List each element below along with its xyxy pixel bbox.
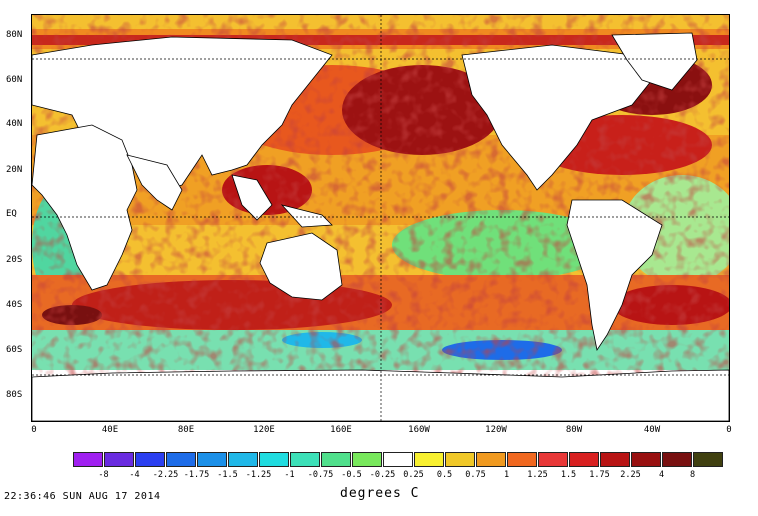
- colorbar-tick-label: -1.75: [183, 470, 210, 480]
- lat-label-80n: 80N: [6, 30, 23, 40]
- colorbar-swatch: [228, 452, 258, 467]
- lon-label-6: 120W: [485, 425, 507, 435]
- colorbar-swatch: [104, 452, 134, 467]
- sst-anomaly-map: [31, 14, 730, 422]
- colorbar-tick-label: 1: [503, 470, 510, 480]
- colorbar-swatch: [693, 452, 723, 467]
- colorbar-swatch: [259, 452, 289, 467]
- colorbar-tick-label: -0.25: [369, 470, 396, 480]
- lon-label-9: 0: [726, 425, 732, 435]
- colorbar-swatch: [352, 452, 382, 467]
- colorbar-swatch: [73, 452, 103, 467]
- lat-label-eq: EQ: [6, 209, 17, 219]
- colorbar-tick-label: 2.25: [620, 470, 641, 480]
- colorbar-swatch: [538, 452, 568, 467]
- lon-label-2: 80E: [177, 425, 195, 435]
- lon-label-3: 120E: [253, 425, 275, 435]
- lon-label-7: 80W: [565, 425, 583, 435]
- colorbar-swatch: [290, 452, 320, 467]
- colorbar-swatch: [445, 452, 475, 467]
- colorbar-swatch: [166, 452, 196, 467]
- colorbar-swatch: [197, 452, 227, 467]
- colorbar-swatch: [383, 452, 413, 467]
- colorbar-swatch: [321, 452, 351, 467]
- colorbar-swatch: [631, 452, 661, 467]
- lat-label-40s: 40S: [6, 300, 23, 310]
- lon-label-0: 0: [31, 425, 37, 435]
- lat-label-60s: 60S: [6, 345, 23, 355]
- continents: [32, 32, 729, 421]
- lat-label-40n: 40N: [6, 119, 23, 129]
- colorbar: [73, 452, 724, 467]
- colorbar-tick-label: 1.25: [527, 470, 548, 480]
- colorbar-tick-label: -0.75: [307, 470, 334, 480]
- colorbar-swatch: [600, 452, 630, 467]
- units-label: degrees C: [340, 486, 420, 501]
- colorbar-tick-label: -1.5: [217, 470, 238, 480]
- colorbar-tick-label: -1.25: [245, 470, 272, 480]
- lat-label-60n: 60N: [6, 75, 23, 85]
- colorbar-tick-label: -0.5: [341, 470, 362, 480]
- colorbar-tick-label: -8: [98, 470, 109, 480]
- lon-label-4: 160E: [330, 425, 352, 435]
- colorbar-tick-label: 4: [658, 470, 665, 480]
- colorbar-swatch: [569, 452, 599, 467]
- colorbar-swatch: [135, 452, 165, 467]
- colorbar-tick-label: 0.5: [436, 470, 453, 480]
- colorbar-tick-label: 8: [689, 470, 696, 480]
- colorbar-tick-label: 1.75: [589, 470, 610, 480]
- colorbar-swatch: [662, 452, 692, 467]
- colorbar-swatch: [507, 452, 537, 467]
- lon-label-5: 160W: [408, 425, 430, 435]
- colorbar-tick-label: -2.25: [152, 470, 179, 480]
- lat-label-20s: 20S: [6, 255, 23, 265]
- lat-label-20n: 20N: [6, 165, 23, 175]
- timestamp: 22:36:46 SUN AUG 17 2014: [4, 491, 161, 502]
- colorbar-tick-label: 0.25: [403, 470, 424, 480]
- map-canvas: [32, 15, 729, 421]
- colorbar-tick-label: -1: [284, 470, 295, 480]
- colorbar-tick-label: 1.5: [560, 470, 577, 480]
- colorbar-tick-label: -4: [129, 470, 140, 480]
- lon-label-1: 40E: [101, 425, 119, 435]
- grid-lines: [32, 15, 729, 421]
- lat-label-80s: 80S: [6, 390, 23, 400]
- colorbar-swatch: [414, 452, 444, 467]
- lon-label-8: 40W: [643, 425, 661, 435]
- colorbar-swatch: [476, 452, 506, 467]
- colorbar-tick-label: 0.75: [465, 470, 486, 480]
